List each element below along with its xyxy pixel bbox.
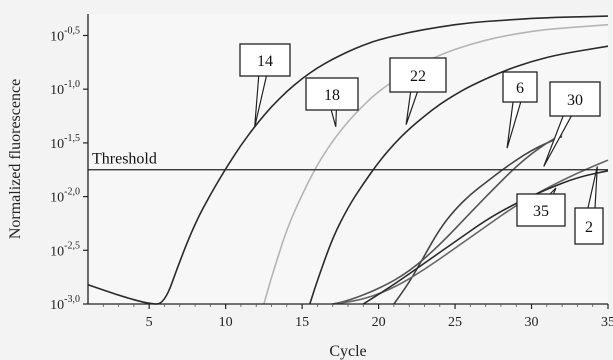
x-tick-label: 35	[601, 315, 613, 330]
callout-box	[389, 57, 447, 93]
threshold-layer: Threshold	[88, 151, 608, 171]
callout-box	[305, 77, 359, 111]
callout-6: 6	[502, 71, 538, 149]
callout-label: 30	[567, 92, 583, 109]
callout-14: 14	[239, 43, 291, 127]
series-line-6	[393, 135, 563, 305]
y-tick-label: 10-1,0	[50, 79, 80, 98]
callout-label: 14	[257, 53, 273, 70]
callout-label: 18	[324, 87, 340, 104]
callout-22: 22	[389, 57, 447, 125]
callout-box	[239, 43, 291, 77]
y-tick-label: 10-2,5	[50, 240, 80, 259]
x-tick-label: 20	[372, 315, 386, 330]
x-tick-label: 5	[146, 315, 153, 330]
series-line-18	[263, 23, 609, 305]
series-line-30	[332, 133, 563, 305]
series-line-2	[362, 170, 609, 305]
callout-label: 35	[533, 203, 549, 220]
callout-box	[549, 81, 601, 117]
x-axis-title: Cycle	[329, 343, 366, 360]
series-line-14	[87, 15, 609, 305]
plot-area	[88, 14, 608, 304]
x-tick-label: 15	[295, 315, 309, 330]
callout-18: 18	[305, 77, 359, 127]
y-tick-label: 10-2,0	[50, 187, 80, 206]
y-axis-title: Normalized fluorescence	[7, 79, 24, 239]
series-line-22	[309, 45, 609, 305]
axes: 5 10 15 20 25 30 35 10-3,0 10-2,5 10-2,0 10-1,5 10-…	[50, 14, 613, 330]
series-line-35	[332, 159, 609, 305]
y-tick-label: 10-1,5	[50, 133, 80, 152]
y-tick-label: 10-3,0	[50, 294, 80, 313]
series-layer	[87, 15, 609, 305]
callout-30: 30	[543, 81, 601, 167]
callout-2: 2	[574, 166, 604, 245]
callout-box	[516, 193, 566, 227]
callouts: 14 18 22 6 30 35 2	[239, 43, 604, 245]
x-tick-label: 25	[448, 315, 462, 330]
x-tick-label: 30	[525, 315, 539, 330]
callout-35: 35	[516, 187, 566, 227]
plot-background	[88, 14, 608, 304]
callout-box	[502, 71, 538, 103]
y-tick-label: 10-0,5	[50, 25, 80, 44]
threshold-label: Threshold	[92, 151, 157, 168]
callout-label: 6	[516, 80, 524, 97]
callout-label: 22	[410, 68, 426, 85]
callout-label: 2	[585, 219, 593, 236]
callout-box	[574, 207, 604, 245]
x-tick-label: 10	[219, 315, 233, 330]
